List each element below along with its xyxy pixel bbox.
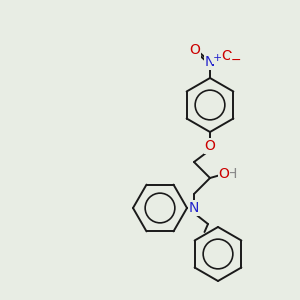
Text: N: N (205, 55, 215, 69)
Text: H: H (227, 167, 237, 181)
Text: N: N (189, 201, 199, 215)
Text: O: O (219, 167, 230, 181)
Text: O: O (205, 139, 215, 153)
Text: O: O (222, 49, 232, 63)
Text: −: − (231, 53, 241, 67)
Text: O: O (190, 43, 200, 57)
Text: +: + (212, 53, 222, 63)
